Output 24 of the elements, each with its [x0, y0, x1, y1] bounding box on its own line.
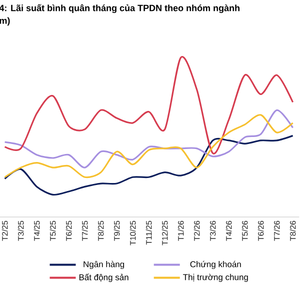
x-tick-label: T7/26 — [274, 220, 280, 241]
x-tick-label: T1/26 — [178, 220, 184, 241]
x-tick-label: T4/26 — [226, 220, 232, 241]
x-tick-label: T9/25 — [114, 220, 120, 241]
x-tick-label: T5/25 — [50, 220, 56, 241]
x-tick-label: T6/25 — [66, 220, 72, 241]
x-tick-label: T4/25 — [34, 220, 40, 241]
x-tick-label: T10/25 — [130, 220, 136, 246]
x-tick-label: T5/26 — [242, 220, 248, 241]
x-tick-label: T3/25 — [18, 220, 24, 241]
x-tick-label: T8/25 — [98, 220, 104, 241]
x-tick-label: T2/25 — [2, 220, 8, 241]
x-tick-label: T6/26 — [258, 220, 264, 241]
chart-subtitle: m) — [0, 17, 10, 26]
x-tick-label: T7/25 — [82, 220, 88, 241]
x-tick-label: T11/25 — [146, 220, 152, 245]
legend-label: Bất động sản — [79, 274, 128, 282]
x-tick-label: T2/26 — [194, 220, 200, 241]
legend-label: Thị trường chung — [183, 274, 248, 282]
legend-label: Ngân hàng — [84, 260, 124, 269]
x-tick-label: T3/26 — [210, 220, 216, 241]
x-tick-label: T12/25 — [162, 220, 168, 246]
x-tick-label: T8/26 — [290, 220, 296, 241]
legend-label: Chứng khoán — [190, 260, 241, 269]
